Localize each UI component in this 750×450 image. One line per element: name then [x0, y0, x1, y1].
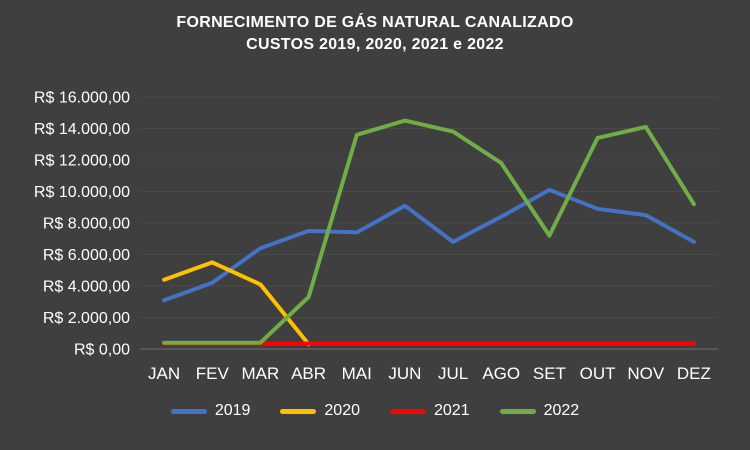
legend-label-2019: 2019: [214, 402, 251, 419]
y-axis-tick-label: R$ 4.000,00: [43, 279, 130, 296]
chart-title: FORNECIMENTO DE GÁS NATURAL CANALIZADO C…: [176, 12, 573, 56]
y-axis-tick-label: R$ 6.000,00: [43, 247, 130, 264]
series-line-2020: [162, 260, 311, 347]
y-axis-tick-label: R$ 12.000,00: [34, 153, 130, 170]
x-axis-tick-label: MAR: [242, 364, 280, 383]
x-axis-tick-label: JUL: [438, 364, 468, 383]
series-line-2019: [162, 187, 696, 303]
legend-swatch-2022: [499, 408, 536, 414]
legend-item-2020[interactable]: 2020: [280, 402, 360, 420]
x-axis-tick-label: NOV: [627, 364, 665, 383]
x-axis-tick-label: AGO: [482, 364, 520, 383]
chart-title-line1: FORNECIMENTO DE GÁS NATURAL CANALIZADO: [176, 14, 574, 31]
legend-swatch-2021: [390, 408, 426, 414]
y-axis-tick-label: R$ 10.000,00: [34, 184, 130, 201]
line-chart-plot: R$ 0,00 R$ 2.000,00 R$ 4.000,00 R$ 6.000,00…: [34, 90, 718, 383]
x-axis-tick-label: DEZ: [677, 364, 711, 383]
y-axis-tick-label: R$ 0,00: [74, 342, 130, 359]
legend-label-2021: 2021: [434, 402, 470, 419]
legend-item-2022[interactable]: 2022: [499, 402, 580, 420]
x-axis-tick-label: ABR: [291, 364, 326, 383]
y-axis-tick-label: R$ 16.000,00: [34, 90, 130, 107]
x-axis-tick-label: OUT: [580, 364, 616, 383]
x-axis-tick-label: JAN: [148, 364, 180, 383]
x-axis-tick-label: SET: [533, 364, 566, 383]
x-axis-tick-label: JUN: [388, 364, 421, 383]
legend: 2019 2020 2021 2022: [170, 402, 580, 420]
y-axis-tick-label: R$ 14.000,00: [34, 121, 130, 138]
y-axis-tick-label: R$ 2.000,00: [43, 310, 130, 327]
legend-swatch-2019: [170, 408, 207, 414]
legend-item-2019[interactable]: 2019: [170, 402, 251, 420]
legend-swatch-2020: [280, 408, 317, 414]
x-axis-tick-label: MAI: [342, 364, 372, 383]
chart-title-line2: CUSTOS 2019, 2020, 2021 e 2022: [246, 36, 504, 53]
x-axis-tick-label: FEV: [196, 364, 230, 383]
legend-label-2022: 2022: [543, 402, 580, 419]
legend-item-2021[interactable]: 2021: [390, 402, 470, 420]
y-axis-tick-label: R$ 8.000,00: [43, 216, 130, 233]
series-line-2022: [162, 118, 696, 345]
legend-label-2020: 2020: [324, 402, 360, 419]
